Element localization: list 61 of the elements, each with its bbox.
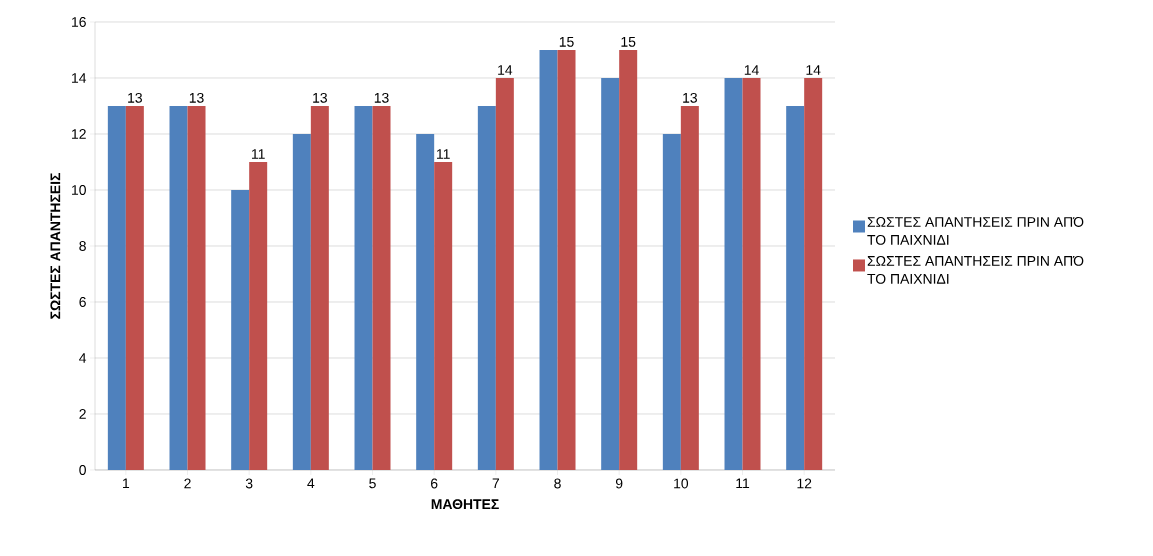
bar — [416, 133, 435, 470]
bar — [786, 105, 805, 470]
bar — [249, 161, 268, 470]
bar — [354, 105, 373, 470]
data-label: 15 — [559, 37, 574, 47]
data-label: 13 — [128, 92, 142, 103]
bar — [804, 77, 823, 470]
bar — [742, 77, 761, 470]
y-tick-label: 10 — [72, 185, 86, 195]
y-axis-title: ΣΩΣΤΕΣ ΑΠΑΝΤΗΣΕΙΣ — [50, 173, 61, 319]
y-tick-label: 16 — [72, 17, 86, 27]
bar — [125, 105, 144, 470]
x-tick-label: 1 — [123, 478, 130, 489]
bar — [310, 105, 329, 470]
x-tick-label: 4 — [307, 478, 315, 489]
data-label: 14 — [498, 65, 513, 75]
bar — [724, 77, 743, 470]
y-tick-label: 8 — [79, 241, 86, 251]
y-tick-label: 12 — [72, 129, 86, 139]
bar — [680, 105, 699, 470]
data-label: 13 — [313, 92, 327, 103]
bar — [107, 105, 126, 470]
bar — [477, 105, 496, 470]
bar — [292, 133, 311, 470]
bar — [539, 49, 558, 470]
x-tick-label: 5 — [369, 478, 376, 489]
data-label: 15 — [621, 37, 636, 47]
data-label: 14 — [806, 65, 821, 75]
bar — [495, 77, 514, 470]
y-tick-label: 6 — [79, 297, 86, 307]
data-label: 13 — [374, 92, 389, 103]
bar — [169, 105, 188, 470]
x-tick-label: 11 — [736, 478, 750, 489]
y-tick-label: 0 — [79, 465, 86, 475]
bar — [231, 189, 250, 470]
bar — [434, 161, 453, 470]
bar — [372, 105, 391, 470]
data-label: 11 — [252, 149, 265, 159]
y-tick-label: 4 — [79, 353, 87, 363]
x-tick-label: 9 — [615, 478, 623, 489]
bar — [601, 77, 620, 470]
x-axis-title: ΜΑΘΗΤΕΣ — [431, 499, 499, 510]
bar — [557, 49, 576, 470]
x-tick-label: 12 — [797, 478, 812, 489]
bar — [662, 133, 681, 470]
legend-label: ΣΩΣΤΕΣ ΑΠΑΝΤΗΣΕΙΣ ΠΡΙΝ ΑΠΌ ΤΟ ΠΑΙΧΝΙΔΙ — [867, 255, 1084, 284]
y-tick-label: 2 — [79, 409, 86, 419]
x-tick-label: 6 — [431, 478, 438, 489]
x-tick-label: 2 — [184, 478, 191, 489]
data-label: 14 — [744, 65, 759, 75]
data-label: 13 — [683, 92, 697, 103]
data-label: 13 — [189, 92, 204, 103]
y-tick-label: 14 — [72, 73, 87, 83]
x-tick-label: 7 — [492, 478, 500, 489]
x-tick-label: 3 — [245, 478, 253, 489]
legend-label: ΣΩΣΤΕΣ ΑΠΑΝΤΗΣΕΙΣ ΠΡΙΝ ΑΠΌ ΤΟ ΠΑΙΧΝΙΔΙ — [867, 217, 1084, 245]
bar — [619, 49, 638, 470]
data-label: 11 — [437, 149, 450, 159]
bar — [187, 105, 206, 470]
x-tick-label: 10 — [674, 478, 689, 489]
x-tick-label: 8 — [554, 478, 561, 489]
